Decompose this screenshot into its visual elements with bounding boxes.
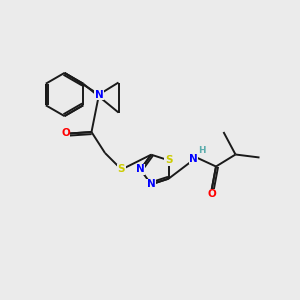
Text: O: O: [61, 128, 70, 139]
Text: S: S: [165, 155, 172, 165]
Text: O: O: [208, 189, 217, 199]
Text: N: N: [147, 179, 156, 189]
Text: N: N: [136, 164, 145, 175]
Text: S: S: [118, 164, 125, 175]
Text: H: H: [198, 146, 206, 155]
Text: N: N: [94, 89, 103, 100]
Text: N: N: [189, 154, 198, 164]
